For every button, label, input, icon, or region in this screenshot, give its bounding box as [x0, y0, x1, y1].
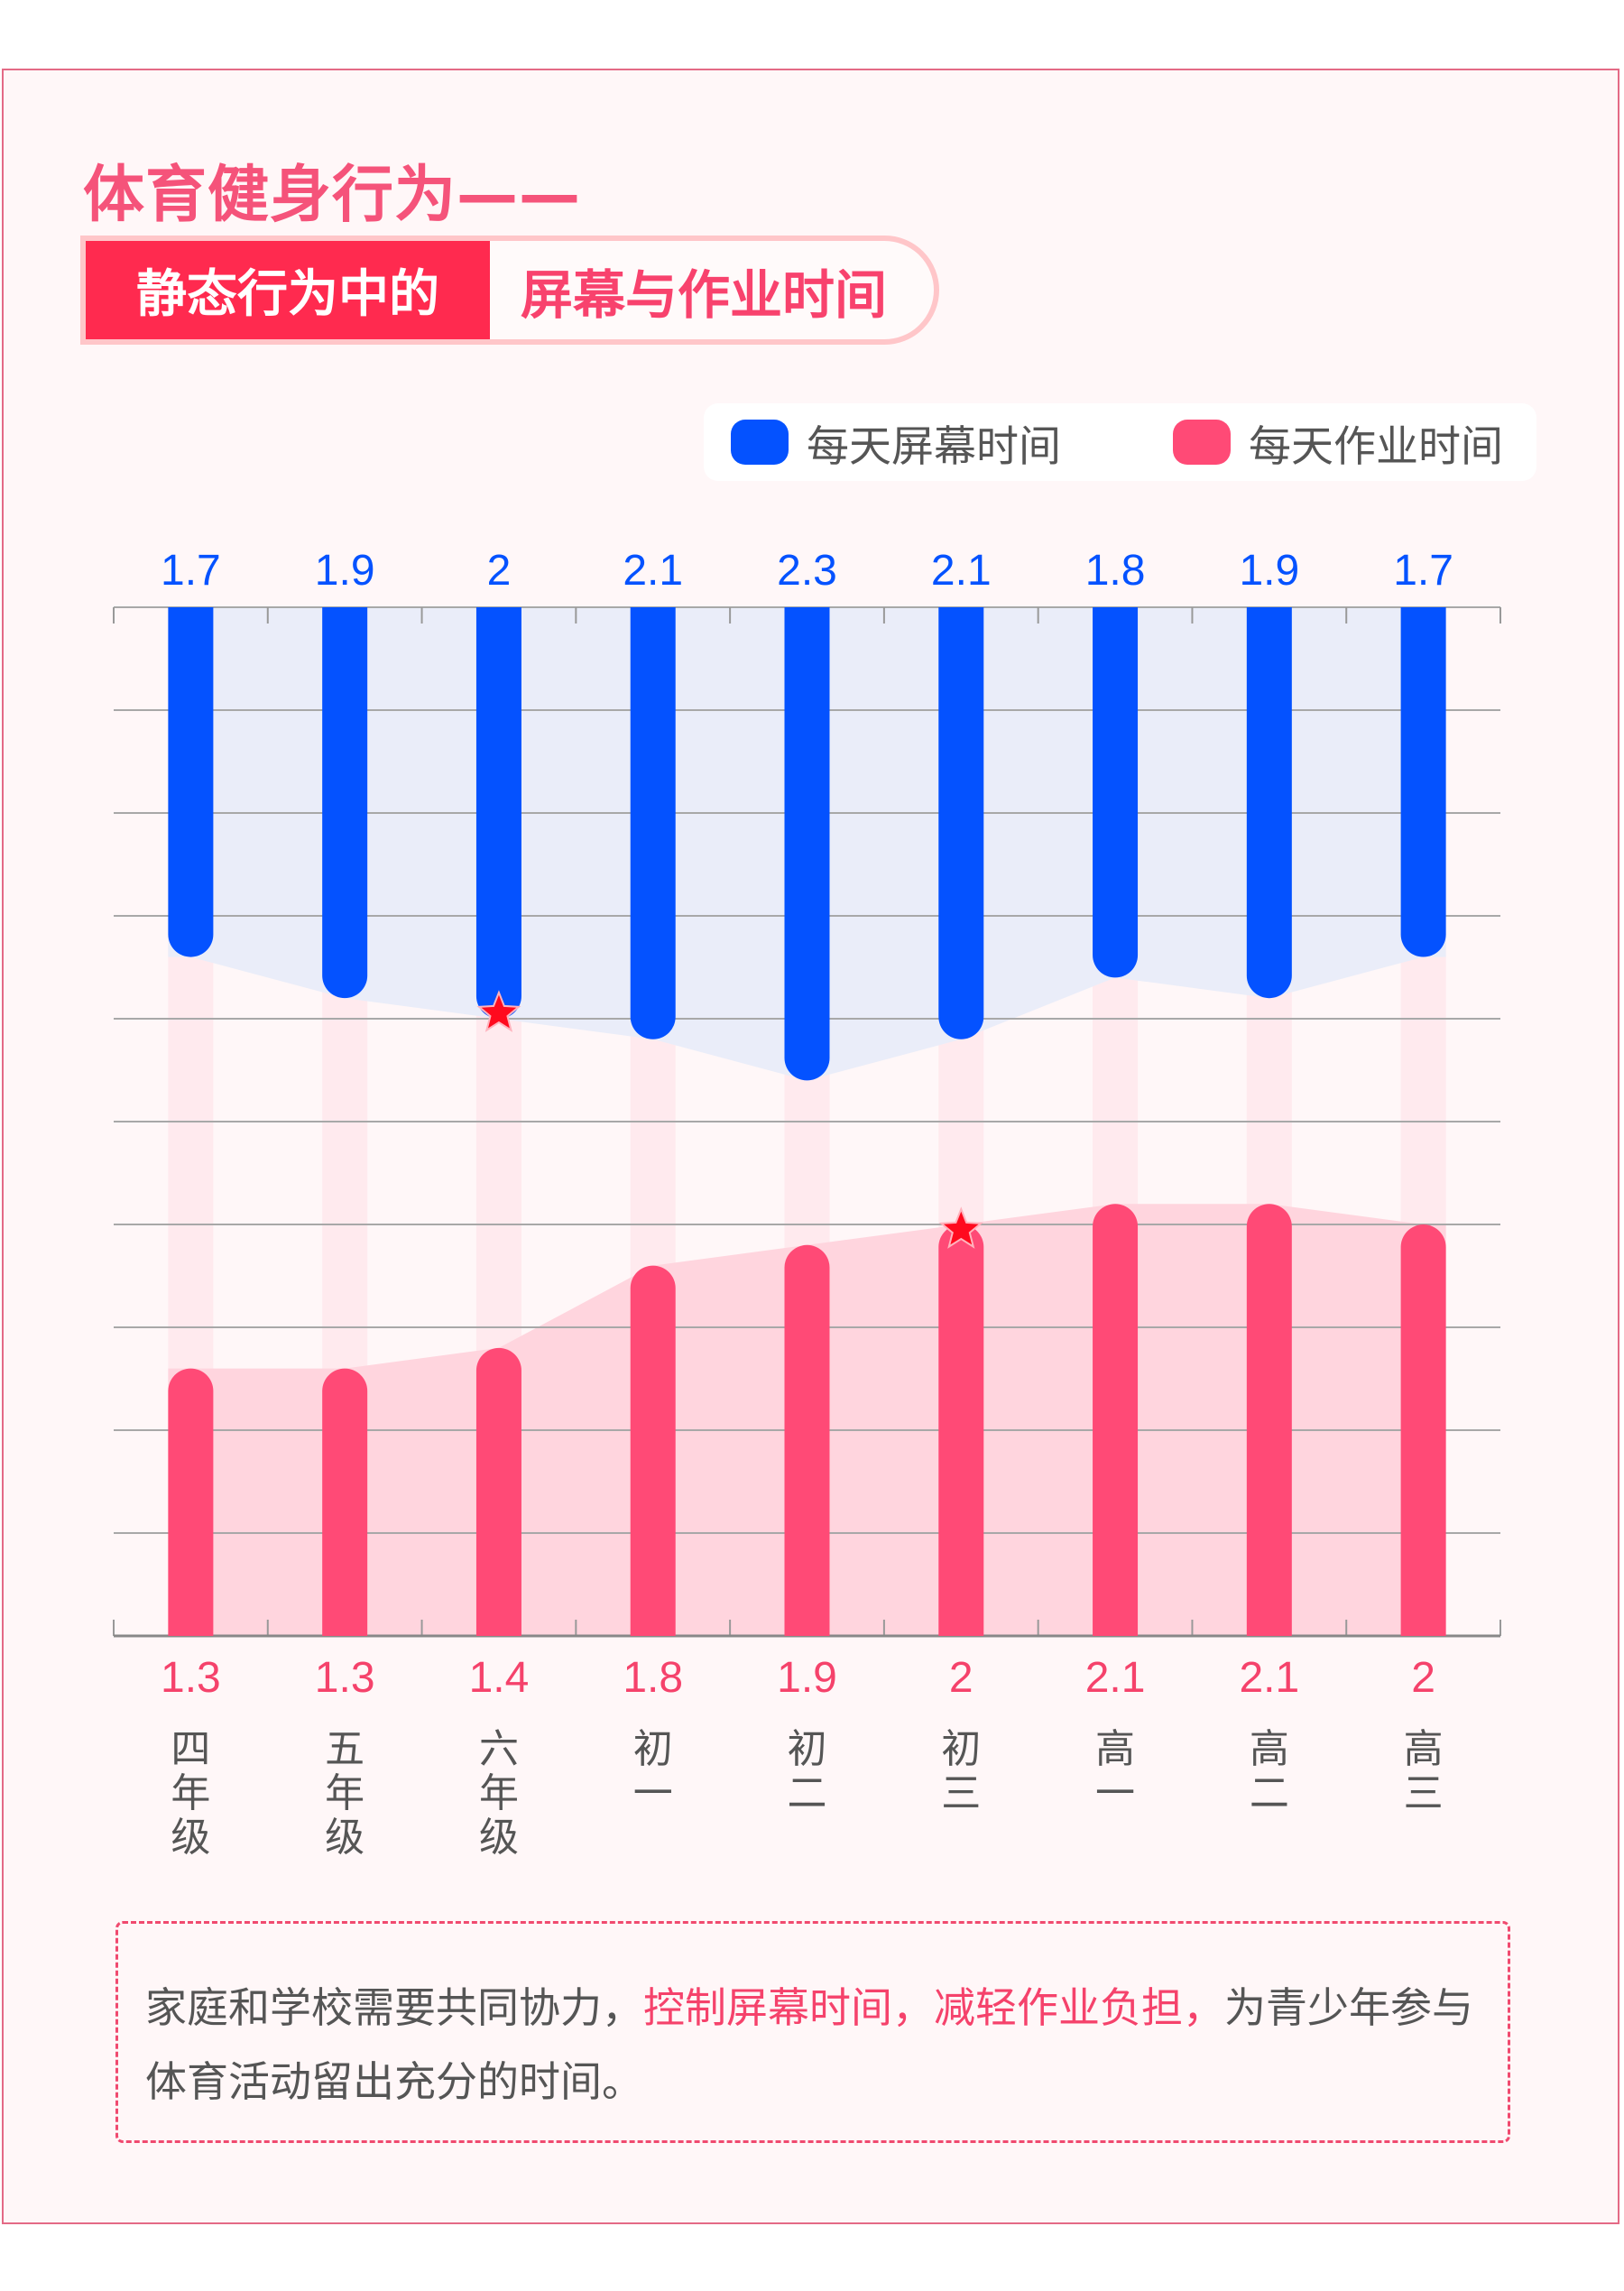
legend-swatch-screen [731, 420, 789, 465]
homework-value-label: 2.1 [1239, 1654, 1299, 1702]
homework-value-label: 2 [1411, 1654, 1435, 1702]
category-label: 初三 [941, 1726, 981, 1816]
screen-value-label: 2 [487, 547, 512, 595]
page-title: 体育健身行为—— [83, 160, 582, 231]
legend-item-screen: 每天屏幕时间 [731, 403, 1061, 481]
screen-value-label: 1.8 [1085, 547, 1146, 595]
note-text-1: 家庭和学校需要共同协力， [145, 1983, 643, 2032]
legend-label-homework: 每天作业时间 [1249, 421, 1503, 472]
legend-label-screen: 每天屏幕时间 [807, 421, 1061, 472]
screen-value-label: 2.1 [623, 547, 683, 595]
legend-swatch-homework [1173, 420, 1231, 465]
category-label: 五年级 [325, 1726, 364, 1861]
homework-value-label: 1.4 [469, 1654, 530, 1702]
screen-time-bar [630, 607, 676, 1039]
category-label: 高二 [1250, 1726, 1289, 1816]
category-label: 初一 [633, 1726, 673, 1816]
badge-right-label: 屏幕与作业时间 [521, 263, 888, 326]
homework-value-label: 1.3 [161, 1654, 221, 1702]
screen-time-bar [1400, 607, 1446, 957]
homework-time-bar [1093, 1204, 1139, 1636]
category-label: 四年级 [171, 1726, 210, 1861]
note-highlight: 控制屏幕时间，减轻作业负担， [643, 1983, 1224, 2032]
note-box: 家庭和学校需要共同协力，控制屏幕时间，减轻作业负担，为青少年参与体育活动留出充分… [115, 1921, 1510, 2143]
screen-value-label: 1.7 [1393, 547, 1453, 595]
screen-time-bar [322, 607, 368, 999]
legend-item-homework: 每天作业时间 [1173, 403, 1503, 481]
star-icon [476, 990, 521, 1032]
screen-time-bar [1246, 607, 1292, 999]
screen-time-bar [1093, 607, 1139, 978]
screen-time-bar [475, 607, 521, 1019]
chart-legend: 每天屏幕时间 每天作业时间 [704, 403, 1536, 481]
homework-time-bar [168, 1368, 214, 1636]
screen-value-label: 1.9 [315, 547, 375, 595]
screen-time-bar [938, 607, 984, 1039]
screen-time-bar [168, 607, 214, 957]
homework-value-label: 1.3 [315, 1654, 375, 1702]
screen-value-label: 1.9 [1239, 547, 1299, 595]
screen-value-label: 2.1 [931, 547, 992, 595]
category-label: 高三 [1404, 1726, 1444, 1816]
homework-time-bar [630, 1265, 676, 1636]
star-icon [938, 1206, 983, 1249]
homework-time-bar [1400, 1224, 1446, 1636]
subtitle-badge: 静态行为中的 屏幕与作业时间 [80, 236, 939, 345]
homework-value-label: 2 [949, 1654, 973, 1702]
category-label: 初二 [788, 1726, 827, 1816]
homework-time-bar [784, 1244, 830, 1636]
badge-left-label: 静态行为中的 [86, 241, 490, 339]
homework-time-bar [475, 1347, 521, 1636]
category-label: 六年级 [479, 1726, 519, 1861]
screen-value-label: 1.7 [161, 547, 221, 595]
screen-value-label: 2.3 [777, 547, 837, 595]
homework-value-label: 2.1 [1085, 1654, 1146, 1702]
homework-value-label: 1.9 [777, 1654, 837, 1702]
category-label: 高一 [1095, 1726, 1135, 1816]
note-text-2: 为青少年参与体育活动留出充分的时间。 [145, 1983, 1473, 2106]
screen-time-bar [784, 607, 830, 1081]
homework-time-bar [938, 1224, 984, 1636]
homework-time-bar [1246, 1204, 1292, 1636]
homework-time-bar [322, 1368, 368, 1636]
homework-value-label: 1.8 [623, 1654, 683, 1702]
